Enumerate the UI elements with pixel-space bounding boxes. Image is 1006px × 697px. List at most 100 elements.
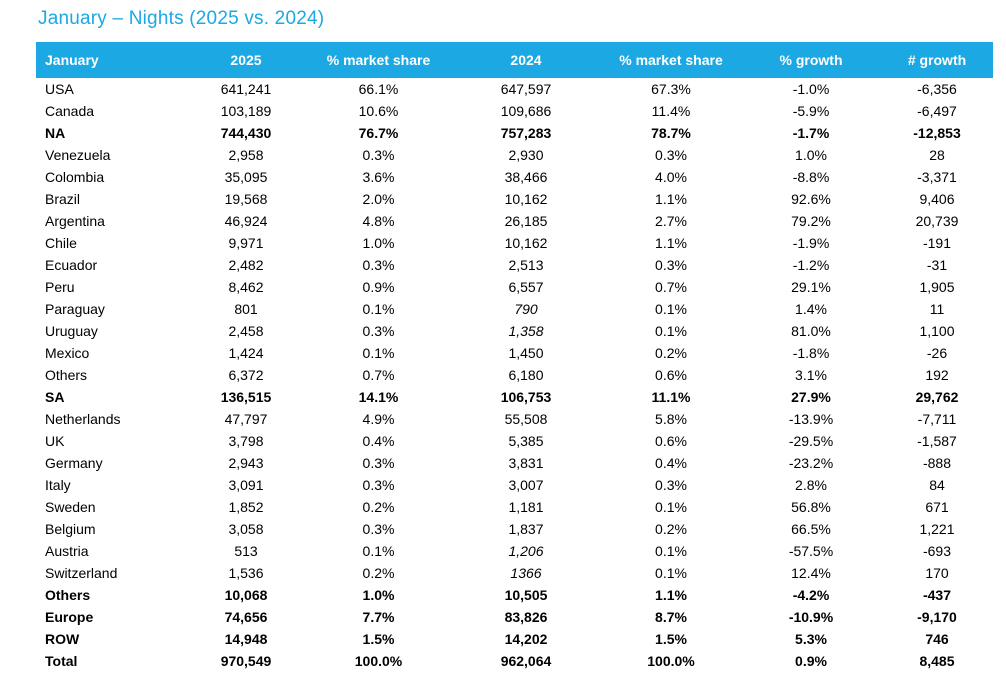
cell-country: Colombia [45,169,105,185]
cell-country: Brazil [45,191,81,207]
cell-share-2025: 1.0% [362,235,395,251]
table-row: NA 744,430 76.7% 757,283 78.7% -1.7% -12,853 [36,122,993,144]
cell-pct-growth: 79.2% [791,213,831,229]
cell-nights-2025: 2,482 [228,257,264,273]
cell-nights-2025: 10,068 [224,587,268,603]
cell-nights-2024: 962,064 [500,653,552,669]
table-row: Argentina 46,924 4.8% 26,185 2.7% 79.2% 20,739 [36,210,993,232]
cell-pct-growth: -4.2% [792,587,830,603]
cell-share-2024: 100.0% [647,653,695,669]
cell-num-growth: 28 [929,147,945,163]
cell-nights-2025: 19,568 [224,191,268,207]
cell-nights-2024: 1366 [510,565,542,581]
cell-nights-2025: 2,958 [228,147,264,163]
table-row: ROW 14,948 1.5% 14,202 1.5% 5.3% 746 [36,628,993,650]
cell-country: SA [45,389,65,405]
cell-nights-2025: 14,948 [224,631,268,647]
header-market-share-2025: % market share [306,42,451,78]
cell-country: Netherlands [45,411,121,427]
cell-country: Belgium [45,521,96,537]
cell-share-2024: 0.6% [655,433,687,449]
cell-num-growth: 746 [925,631,949,647]
cell-nights-2024: 1,181 [508,499,544,515]
cell-share-2024: 1.5% [655,631,687,647]
cell-nights-2025: 3,091 [228,477,264,493]
table-row: USA 641,241 66.1% 647,597 67.3% -1.0% -6,356 [36,78,993,100]
table-row: Total 970,549 100.0% 962,064 100.0% 0.9% 8,485 [36,650,993,672]
cell-num-growth: 170 [925,565,949,581]
cell-pct-growth: -23.2% [788,455,834,471]
cell-nights-2024: 2,513 [508,257,544,273]
cell-num-growth: -31 [926,257,948,273]
cell-share-2025: 14.1% [358,389,399,405]
cell-pct-growth: 29.1% [791,279,831,295]
cell-nights-2025: 1,852 [228,499,264,515]
cell-num-growth: -3,371 [917,169,957,185]
cell-share-2025: 76.7% [358,125,399,141]
cell-nights-2025: 8,462 [228,279,264,295]
cell-share-2024: 1.1% [655,235,687,251]
cell-country: Uruguay [45,323,98,339]
table-row: Netherlands 47,797 4.9% 55,508 5.8% -13.9% -7,… [36,408,993,430]
header-pct-growth: % growth [741,42,881,78]
cell-nights-2024: 1,358 [508,323,544,339]
cell-num-growth: -437 [922,587,952,603]
cell-nights-2024: 5,385 [508,433,544,449]
cell-pct-growth: -1.2% [792,257,830,273]
cell-num-growth: 192 [925,367,949,383]
table-row: Europe 74,656 7.7% 83,826 8.7% -10.9% -9,170 [36,606,993,628]
cell-pct-growth: -1.9% [792,235,830,251]
cell-share-2025: 0.3% [362,521,395,537]
cell-num-growth: 8,485 [919,653,955,669]
cell-nights-2024: 26,185 [504,213,548,229]
table-row: Germany 2,943 0.3% 3,831 0.4% -23.2% -888 [36,452,993,474]
header-num-growth: # growth [881,42,993,78]
cell-share-2024: 5.8% [655,411,687,427]
cell-pct-growth: 5.3% [795,631,827,647]
cell-num-growth: 9,406 [919,191,955,207]
cell-num-growth: -191 [922,235,952,251]
cell-pct-growth: 66.5% [791,521,831,537]
table-row: Switzerland 1,536 0.2% 1366 0.1% 12.4% 170 [36,562,993,584]
cell-pct-growth: 0.9% [795,653,827,669]
cell-num-growth: -693 [922,543,952,559]
header-january: January [36,42,186,78]
cell-share-2025: 2.0% [362,191,395,207]
cell-nights-2025: 1,424 [228,345,264,361]
cell-nights-2024: 6,180 [508,367,544,383]
cell-nights-2024: 790 [514,301,538,317]
cell-nights-2024: 109,686 [500,103,552,119]
cell-nights-2024: 2,930 [508,147,544,163]
table-row: Colombia 35,095 3.6% 38,466 4.0% -8.8% -3,371 [36,166,993,188]
cell-pct-growth: -57.5% [788,543,834,559]
cell-nights-2025: 513 [234,543,258,559]
cell-nights-2025: 47,797 [224,411,268,427]
cell-share-2024: 0.7% [655,279,687,295]
cell-country: Total [45,653,78,669]
cell-share-2024: 4.0% [655,169,687,185]
cell-nights-2025: 136,515 [220,389,272,405]
cell-nights-2025: 801 [234,301,258,317]
cell-nights-2024: 1,837 [508,521,544,537]
cell-share-2025: 100.0% [354,653,403,669]
cell-nights-2024: 6,557 [508,279,544,295]
cell-country: Canada [45,103,95,119]
cell-country: Austria [45,543,89,559]
cell-share-2025: 0.1% [362,301,395,317]
cell-nights-2024: 14,202 [504,631,548,647]
cell-country: Peru [45,279,75,295]
table-row: Others 10,068 1.0% 10,505 1.1% -4.2% -437 [36,584,993,606]
cell-share-2024: 78.7% [651,125,691,141]
cell-share-2025: 3.6% [362,169,395,185]
cell-pct-growth: 2.8% [795,477,827,493]
cell-share-2024: 0.6% [655,367,687,383]
cell-country: USA [45,81,74,97]
cell-share-2025: 0.2% [362,565,395,581]
cell-share-2024: 1.1% [655,587,687,603]
cell-country: Others [45,367,88,383]
cell-nights-2025: 2,943 [228,455,264,471]
cell-nights-2025: 6,372 [228,367,264,383]
cell-share-2024: 0.3% [655,477,687,493]
cell-pct-growth: 56.8% [791,499,831,515]
cell-pct-growth: -29.5% [788,433,834,449]
